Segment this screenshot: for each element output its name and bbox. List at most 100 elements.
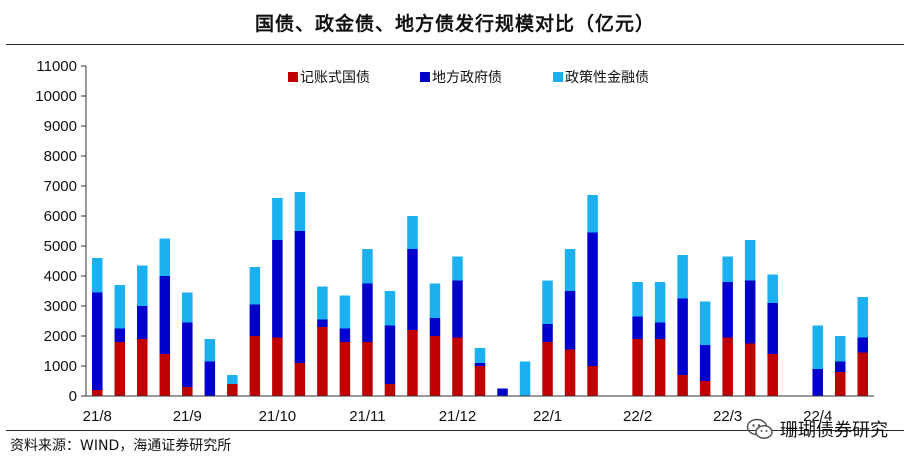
bar-segment-local-gov (159, 276, 171, 354)
bar-segment-treasury (137, 339, 148, 396)
bar-segment-policy-bank (677, 255, 688, 299)
bar-segment-local-gov (699, 345, 711, 381)
bar-segment-policy-bank (384, 291, 396, 326)
bar-segment-policy-bank (227, 375, 238, 384)
bar-segment-policy-bank (834, 336, 846, 362)
bar-segment-policy-bank (632, 282, 643, 317)
bar-segment-policy-bank (452, 256, 463, 281)
bar-segment-treasury (159, 354, 171, 396)
bar-segment-policy-bank (587, 195, 598, 233)
y-tick-label: 0 (69, 388, 77, 405)
y-tick-label: 2000 (44, 328, 77, 345)
bar-segment-policy-bank (317, 286, 328, 320)
bar-segment-treasury (677, 375, 688, 396)
bar-segment-local-gov (857, 337, 868, 353)
legend-swatch (288, 72, 298, 82)
bar-segment-treasury (699, 381, 711, 396)
bar-segment-local-gov (767, 303, 778, 354)
bar-segment-policy-bank (249, 267, 261, 305)
bar-segment-policy-bank (812, 325, 823, 369)
bar-segment-policy-bank (744, 240, 756, 281)
bar-segment-policy-bank (429, 283, 441, 318)
bar-segment-treasury (384, 384, 396, 396)
source-note: 资料来源：WIND，海通证券研究所 (10, 438, 232, 454)
bar-segment-local-gov (677, 298, 688, 375)
bar-segment-local-gov (474, 363, 486, 366)
bar-segment-local-gov (542, 324, 553, 342)
bar-segment-treasury (564, 349, 576, 396)
x-tick-label: 21/9 (173, 408, 202, 425)
bar-segment-treasury (362, 342, 373, 396)
bar-segment-local-gov (654, 322, 666, 339)
bar-segment-treasury (834, 372, 846, 396)
bar-segment-local-gov (317, 319, 328, 327)
bar-segment-local-gov (249, 304, 261, 336)
title-bar: 国债、政金债、地方债发行规模对比（亿元） (0, 0, 910, 44)
y-tick-label: 4000 (44, 268, 77, 285)
bar-segment-treasury (429, 336, 441, 396)
bar-segment-policy-bank (542, 280, 553, 324)
bar-segment-local-gov (137, 306, 148, 339)
bar-segment-treasury (474, 366, 486, 396)
y-tick-label: 6000 (44, 208, 77, 225)
x-tick-label: 22/4 (803, 408, 832, 425)
bar-segment-policy-bank (767, 274, 778, 303)
bar-segment-policy-bank (699, 301, 711, 345)
bar-segment-local-gov (564, 291, 576, 350)
y-tick-label: 9000 (44, 118, 77, 135)
bar-segment-treasury (227, 384, 238, 396)
bar-segment-policy-bank (474, 348, 486, 363)
bar-segment-policy-bank (564, 249, 576, 291)
y-tick-label: 10000 (35, 88, 77, 105)
bar-segment-treasury (317, 327, 328, 396)
bar-segment-policy-bank (114, 285, 126, 329)
bar-segment-treasury (249, 336, 261, 396)
bar-segment-treasury (722, 337, 733, 396)
y-tick-label: 7000 (44, 178, 77, 195)
watermark: 珊瑚债券研究 (746, 416, 888, 442)
bar-segment-local-gov (722, 282, 733, 338)
bar-segment-local-gov (294, 231, 306, 363)
bar-segment-policy-bank (204, 339, 216, 362)
bar-segment-treasury (632, 339, 643, 396)
bottom-rule (6, 430, 904, 431)
wechat-icon (746, 418, 773, 439)
legend-label: 政策性金融债 (565, 69, 649, 86)
bar-segment-policy-bank (407, 216, 418, 249)
bar-segment-policy-bank (159, 238, 171, 276)
y-tick-label: 5000 (44, 238, 77, 255)
bar-segment-treasury (294, 363, 306, 396)
bar-segment-policy-bank (857, 297, 868, 338)
bar-segment-local-gov (362, 283, 373, 342)
x-tick-label: 21/8 (83, 408, 112, 425)
bar-segment-local-gov (497, 388, 508, 396)
bar-segment-treasury (407, 330, 418, 396)
bar-segment-local-gov (114, 328, 126, 342)
bar-segment-local-gov (834, 361, 846, 372)
x-tick-label: 21/12 (439, 408, 477, 425)
bar-segment-local-gov (429, 318, 441, 336)
bar-segment-treasury (857, 352, 868, 396)
legend-label: 记账式国债 (300, 70, 370, 86)
legend-swatch (553, 72, 563, 82)
y-tick-label: 3000 (44, 298, 77, 315)
bar-segment-treasury (744, 343, 756, 396)
top-rule (6, 44, 904, 45)
x-tick-label: 21/11 (349, 408, 385, 425)
bar-segment-treasury (339, 342, 351, 396)
bar-segment-policy-bank (137, 265, 148, 306)
bar-segment-policy-bank (294, 192, 306, 231)
bar-segment-treasury (767, 354, 778, 396)
bar-segment-treasury (654, 339, 666, 396)
x-tick-label: 22/1 (533, 408, 562, 425)
bar-segment-treasury (542, 342, 553, 396)
bar-segment-local-gov (92, 292, 103, 390)
bar-segment-local-gov (587, 232, 598, 366)
watermark-text: 珊瑚债券研究 (780, 420, 888, 441)
y-tick-label: 1000 (44, 358, 77, 375)
bar-segment-treasury (452, 337, 463, 396)
bar-segment-policy-bank (722, 256, 733, 282)
bar-segment-local-gov (182, 322, 193, 387)
y-tick-label: 11000 (36, 58, 77, 75)
